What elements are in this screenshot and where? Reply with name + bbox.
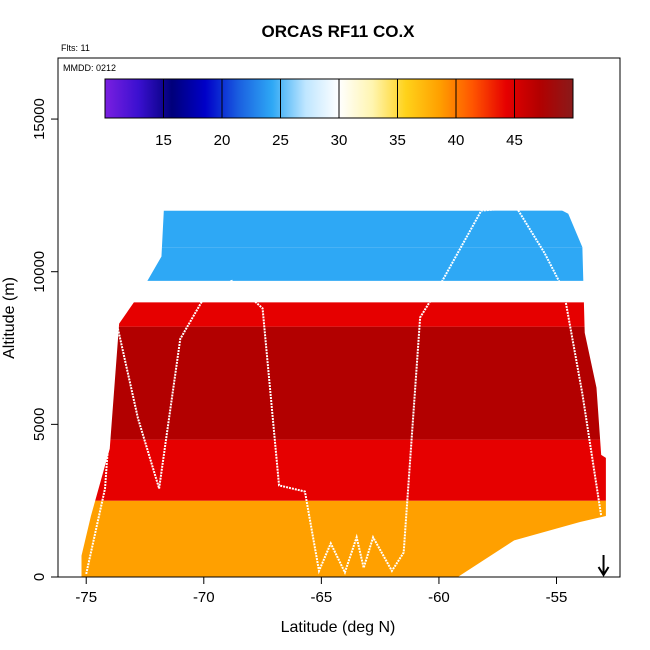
- colorbar-tick-label: 45: [506, 132, 523, 149]
- colorbar-tick-label: 30: [331, 132, 348, 149]
- curtain-layers: [81, 210, 606, 577]
- y-tick-label: 15000: [31, 98, 48, 140]
- flights-annotation: Flts: 11: [61, 43, 90, 53]
- x-axis-label: Latitude (deg N): [281, 619, 396, 636]
- curtain-layer-5: [81, 247, 606, 281]
- flight-track: [85, 206, 603, 576]
- y-tick-label: 5000: [31, 408, 48, 441]
- plot-frame: [57, 57, 621, 578]
- x-tick-label: -55: [546, 589, 568, 606]
- date-annotation: MMDD: 0212: [63, 63, 116, 73]
- x-tick-label: -60: [428, 589, 450, 606]
- x-tick-label: -75: [75, 589, 97, 606]
- curtain-layer-1: [81, 439, 606, 501]
- plot-area: -75 -70 -65 -60 -55 0 5000 10000 15000 15 20 25 30 35…: [31, 57, 621, 606]
- colorbar-tick-label: 15: [155, 132, 172, 149]
- colorbar-tick-label: 25: [272, 132, 289, 149]
- curtain-layer-4: [81, 280, 606, 303]
- curtain-layer-2: [81, 326, 606, 440]
- curtain-layer-6: [81, 210, 606, 248]
- y-axis-label: Altitude (m): [1, 277, 18, 359]
- chart-title: ORCAS RF11 CO.X: [261, 22, 415, 41]
- y-tick-label: 10000: [31, 251, 48, 293]
- colorbar-tick-label: 20: [214, 132, 231, 149]
- y-tick-label: 0: [31, 573, 48, 581]
- colorbar-tick-label: 40: [448, 132, 465, 149]
- arrow-down-icon: [597, 566, 610, 577]
- curtain-layer-3: [81, 302, 606, 327]
- curtain-layer-0: [81, 500, 606, 577]
- colorbar-tick-label: 35: [389, 132, 406, 149]
- x-tick-label: -65: [311, 589, 333, 606]
- x-tick-label: -70: [193, 589, 215, 606]
